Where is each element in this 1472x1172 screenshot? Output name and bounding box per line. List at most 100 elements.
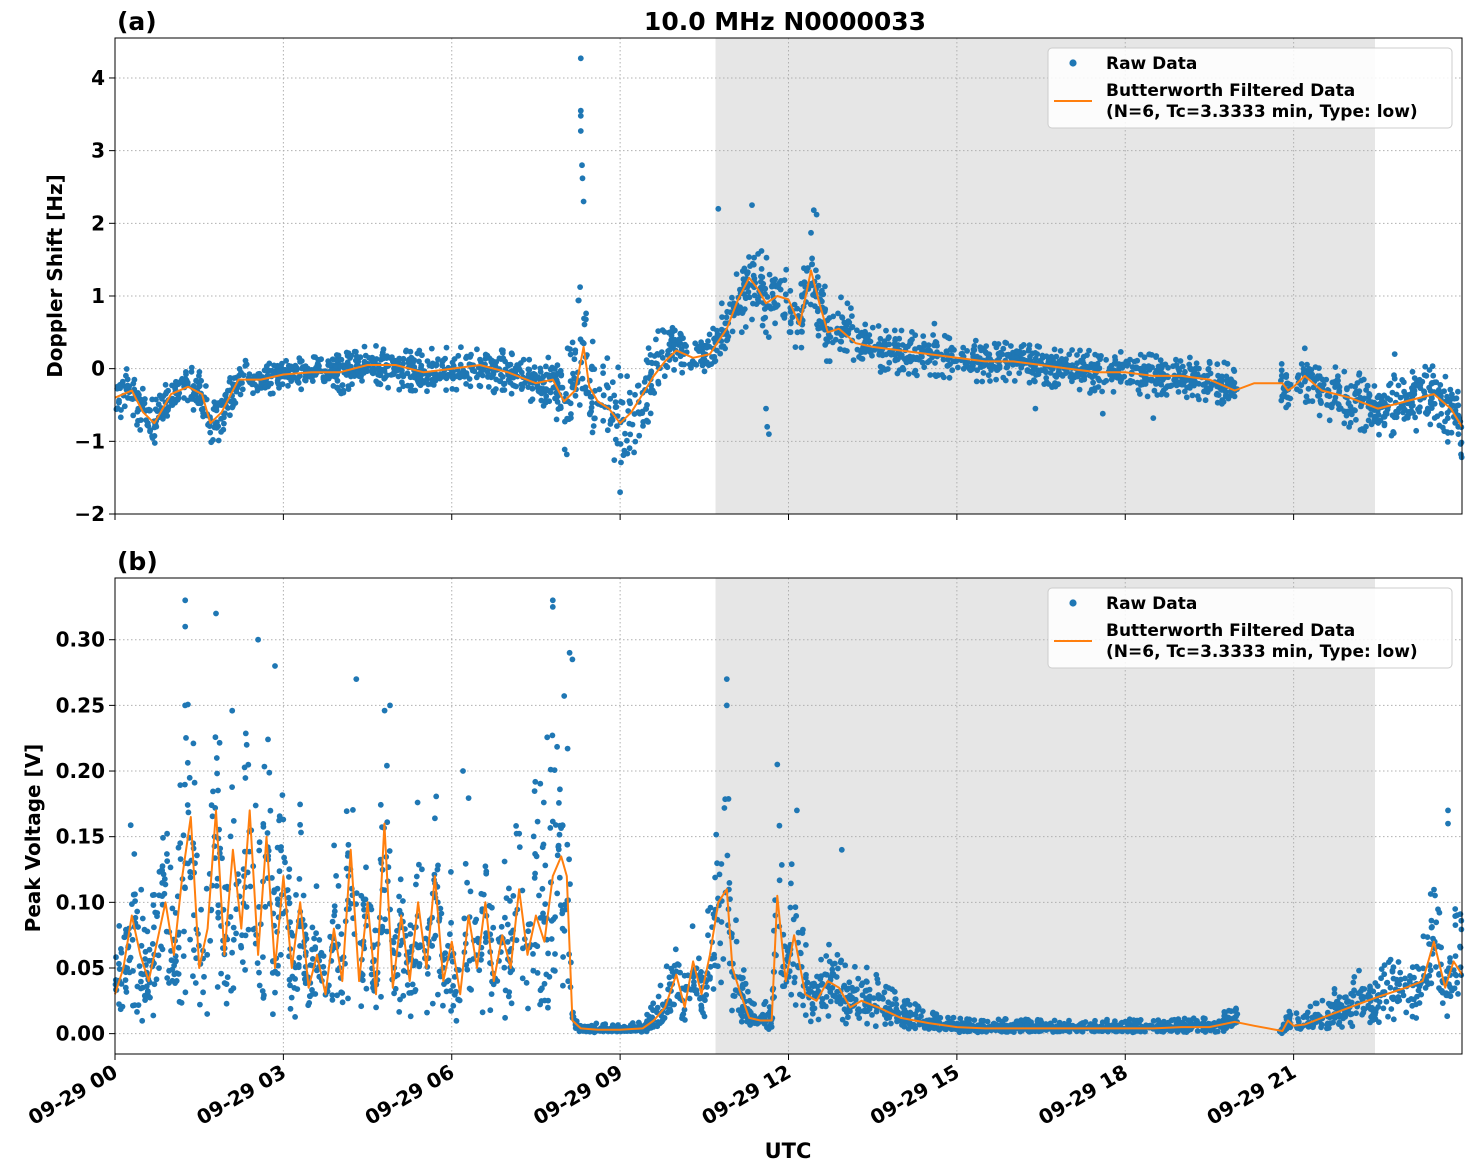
raw-data-point bbox=[1351, 974, 1358, 980]
raw-data-point bbox=[589, 400, 595, 406]
raw-data-point bbox=[627, 431, 634, 438]
raw-data-point bbox=[448, 919, 454, 926]
raw-data-point bbox=[400, 992, 407, 999]
raw-data-point bbox=[1381, 971, 1388, 978]
raw-data-point bbox=[893, 1001, 900, 1008]
raw-data-point bbox=[982, 349, 989, 356]
raw-data-point bbox=[252, 802, 259, 809]
raw-data-point bbox=[296, 876, 303, 882]
raw-data-point bbox=[149, 435, 156, 441]
raw-data-point bbox=[490, 981, 497, 988]
raw-data-point bbox=[1314, 1012, 1321, 1018]
raw-data-point bbox=[1206, 360, 1213, 367]
raw-data-point bbox=[182, 989, 189, 996]
raw-data-point bbox=[504, 921, 511, 928]
raw-data-point bbox=[1455, 991, 1461, 997]
raw-data-point bbox=[373, 1004, 379, 1011]
raw-data-point bbox=[600, 392, 607, 399]
raw-data-point bbox=[164, 413, 171, 419]
raw-data-point bbox=[493, 359, 500, 365]
raw-data-point bbox=[1117, 349, 1124, 355]
raw-data-point bbox=[443, 344, 450, 351]
raw-data-point bbox=[233, 930, 240, 937]
raw-data-point bbox=[849, 994, 856, 1001]
raw-data-point bbox=[1087, 390, 1093, 396]
raw-data-point bbox=[1193, 360, 1200, 367]
raw-data-point bbox=[480, 891, 487, 898]
raw-data-point bbox=[823, 358, 830, 364]
raw-data-point bbox=[717, 350, 724, 357]
raw-data-point bbox=[212, 734, 219, 741]
raw-data-point bbox=[1101, 379, 1107, 386]
raw-data-point bbox=[1041, 381, 1048, 387]
raw-data-point bbox=[1429, 380, 1435, 386]
raw-data-point bbox=[718, 326, 725, 333]
raw-data-point bbox=[119, 1003, 126, 1010]
raw-data-point bbox=[150, 902, 157, 908]
raw-data-point bbox=[1397, 969, 1404, 976]
raw-data-point bbox=[1223, 373, 1230, 380]
raw-data-point bbox=[184, 379, 191, 386]
raw-data-point bbox=[768, 305, 774, 312]
raw-data-point bbox=[979, 378, 986, 385]
raw-data-point bbox=[586, 410, 593, 417]
raw-data-point bbox=[1283, 374, 1290, 380]
raw-data-point bbox=[788, 991, 795, 998]
raw-data-point bbox=[222, 410, 228, 417]
raw-data-point bbox=[501, 381, 507, 388]
raw-data-outlier bbox=[577, 107, 584, 114]
raw-data-point bbox=[683, 343, 689, 349]
raw-data-point bbox=[787, 904, 794, 911]
raw-data-point bbox=[196, 399, 203, 405]
raw-data-point bbox=[763, 254, 770, 261]
raw-data-point bbox=[701, 356, 708, 363]
raw-data-point bbox=[406, 990, 413, 996]
raw-data-point bbox=[559, 384, 566, 391]
raw-data-point bbox=[632, 438, 639, 445]
raw-data-point bbox=[711, 955, 718, 961]
y-axis-label-a: Doppler Shift [Hz] bbox=[43, 174, 67, 378]
raw-data-outlier bbox=[844, 300, 851, 307]
raw-data-point bbox=[1074, 373, 1081, 380]
raw-data-point bbox=[177, 840, 184, 847]
raw-data-point bbox=[546, 398, 553, 405]
raw-data-point bbox=[1068, 371, 1075, 377]
raw-data-point bbox=[353, 353, 360, 360]
raw-data-point bbox=[832, 960, 838, 967]
raw-data-point bbox=[1005, 351, 1012, 358]
raw-data-point bbox=[1163, 392, 1170, 398]
raw-data-point bbox=[208, 802, 215, 809]
raw-data-point bbox=[1335, 1021, 1342, 1027]
raw-data-point bbox=[677, 353, 684, 360]
raw-data-point bbox=[151, 891, 158, 898]
raw-data-point bbox=[653, 336, 659, 343]
raw-data-point bbox=[1307, 1003, 1314, 1010]
raw-data-point bbox=[1415, 987, 1422, 994]
raw-data-point bbox=[463, 355, 469, 361]
raw-data-point bbox=[544, 734, 551, 741]
raw-data-point bbox=[1384, 395, 1391, 402]
raw-data-point bbox=[138, 978, 144, 985]
raw-data-point bbox=[1430, 372, 1437, 379]
raw-data-point bbox=[270, 390, 276, 397]
raw-data-point bbox=[910, 1021, 917, 1028]
raw-data-point bbox=[450, 983, 456, 989]
raw-data-point bbox=[1189, 392, 1196, 399]
raw-data-point bbox=[815, 1016, 822, 1023]
raw-data-point bbox=[1110, 388, 1117, 395]
raw-data-point bbox=[313, 930, 319, 937]
raw-data-outlier bbox=[579, 162, 585, 169]
raw-data-point bbox=[493, 386, 499, 392]
raw-data-point bbox=[1086, 347, 1092, 354]
raw-data-point bbox=[1441, 388, 1447, 395]
raw-data-point bbox=[651, 390, 658, 396]
raw-data-point bbox=[1205, 1020, 1212, 1027]
raw-data-point bbox=[829, 339, 836, 346]
raw-data-point bbox=[194, 852, 200, 859]
raw-data-point bbox=[1400, 404, 1407, 411]
raw-data-point bbox=[1388, 1006, 1395, 1012]
raw-data-point bbox=[137, 427, 144, 433]
raw-data-point bbox=[449, 374, 455, 380]
raw-data-point bbox=[963, 361, 969, 368]
raw-data-point bbox=[254, 960, 261, 966]
